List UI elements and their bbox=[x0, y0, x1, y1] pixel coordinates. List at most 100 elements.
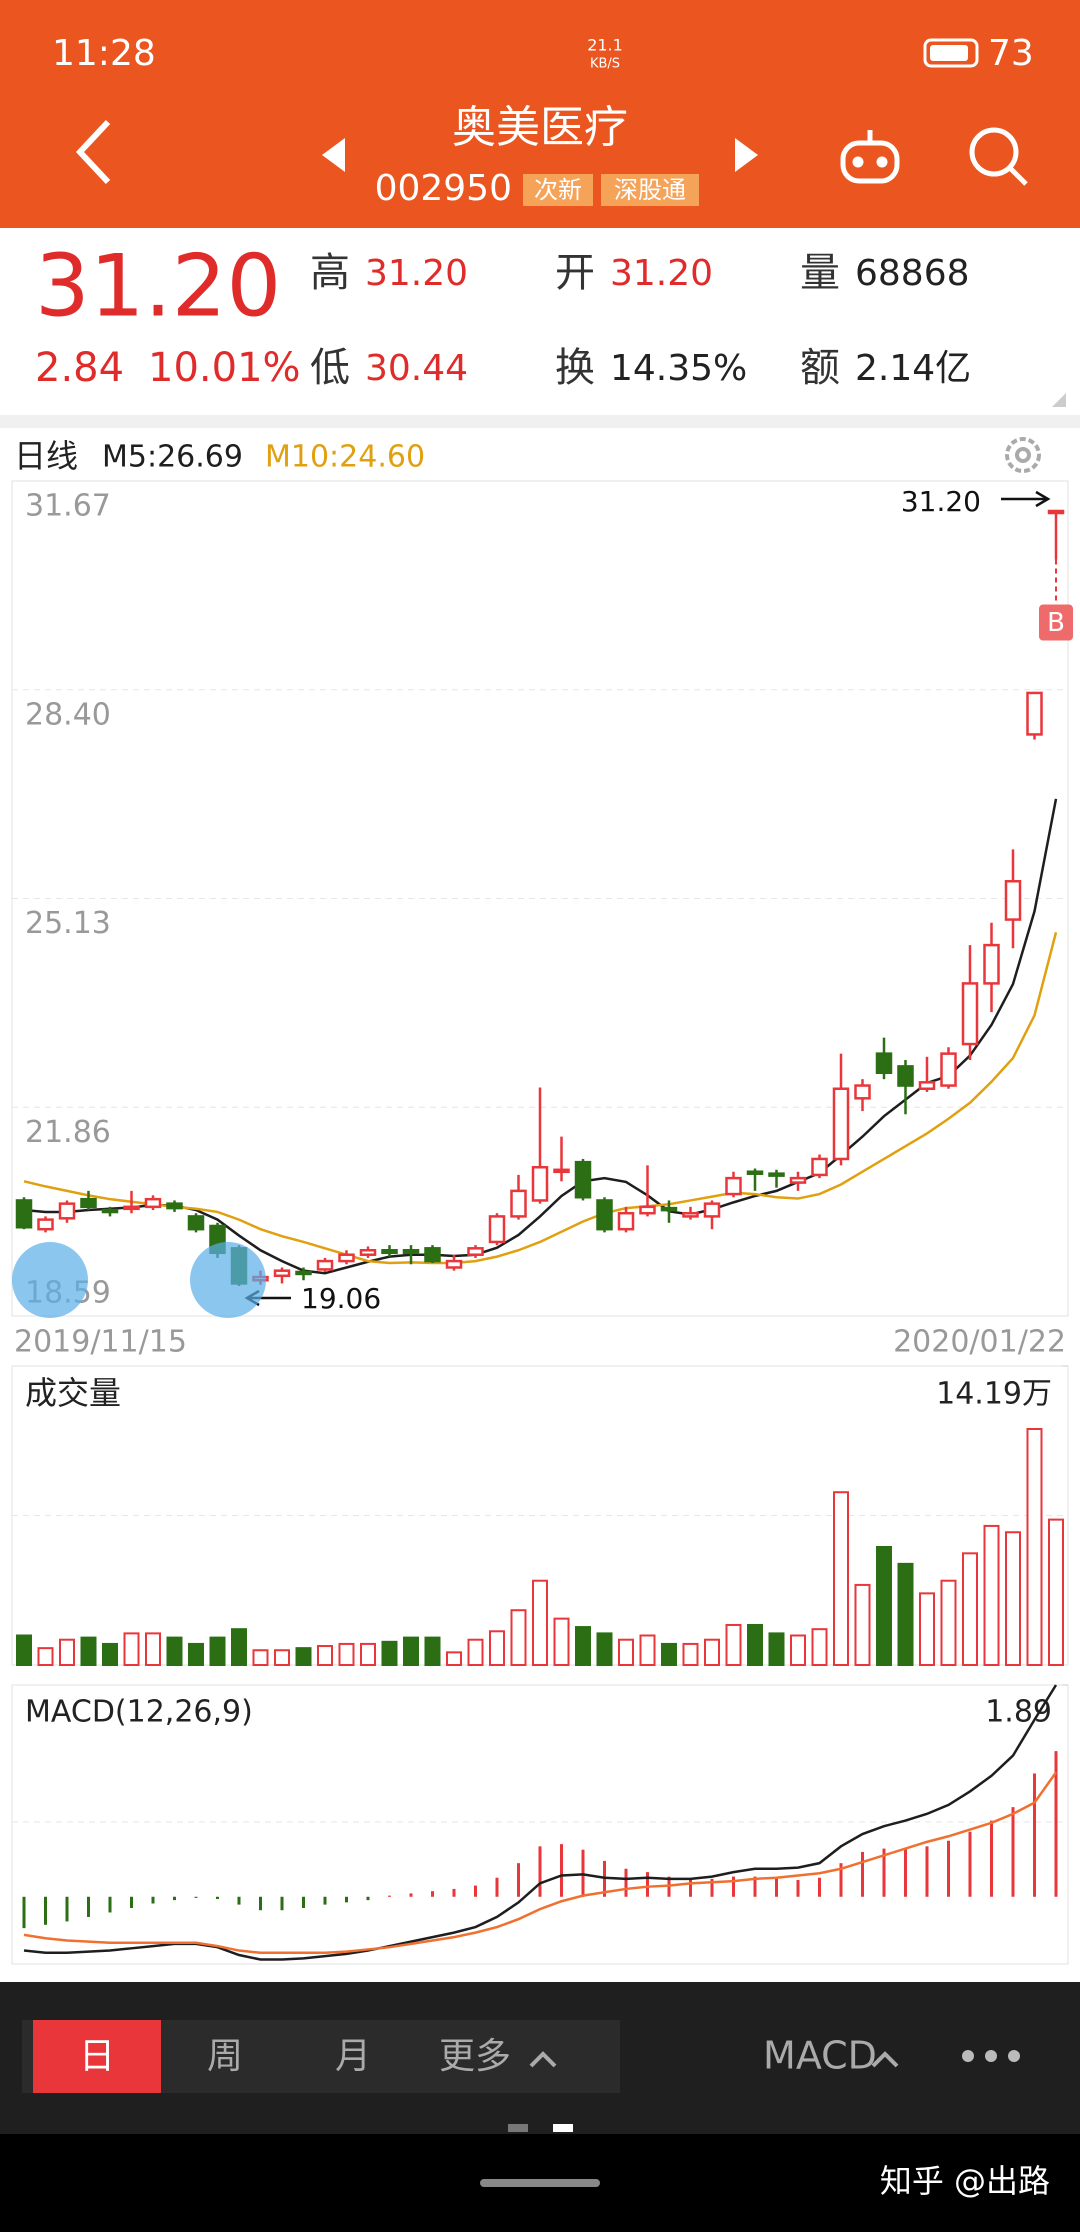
volume-bar bbox=[983, 1524, 1000, 1666]
indicator-tab[interactable]: MACD bbox=[763, 2034, 877, 2078]
volume-bar bbox=[295, 1647, 312, 1667]
volume-bar bbox=[338, 1642, 355, 1667]
volume-bar bbox=[639, 1634, 656, 1667]
macd-title: MACD(12,26,9) bbox=[25, 1695, 253, 1730]
volume-bar bbox=[360, 1642, 376, 1667]
candle-body bbox=[488, 1215, 506, 1244]
home-pill[interactable] bbox=[480, 2179, 600, 2187]
x-tick-label: 2020/01/22 bbox=[893, 1325, 1066, 1360]
y-tick-label: 21.86 bbox=[25, 1115, 111, 1150]
search-icon[interactable] bbox=[969, 127, 1028, 186]
watermark: 知乎 @出路 bbox=[880, 2162, 1050, 2200]
volume-bar bbox=[897, 1562, 914, 1667]
candle-body bbox=[940, 1052, 957, 1087]
volume-bar bbox=[188, 1642, 204, 1667]
volume-bar bbox=[510, 1609, 527, 1667]
candle-body bbox=[897, 1065, 914, 1087]
change-pct: 10.01% bbox=[148, 345, 301, 391]
volume-bar bbox=[790, 1634, 806, 1667]
stock-code: 002950 bbox=[375, 168, 512, 209]
field-label: 额 bbox=[800, 345, 840, 391]
candle-body bbox=[854, 1084, 871, 1100]
back-button[interactable] bbox=[75, 119, 111, 185]
ma-line bbox=[23, 798, 1058, 1275]
volume-bar bbox=[489, 1630, 505, 1667]
ma-line bbox=[23, 932, 1058, 1265]
prev-stock[interactable] bbox=[322, 138, 345, 172]
candle-body bbox=[660, 1206, 678, 1212]
field-label: 换 bbox=[555, 345, 595, 391]
volume-bar bbox=[747, 1623, 763, 1666]
candle-body bbox=[639, 1205, 656, 1215]
field-value: 2.14亿 bbox=[855, 348, 971, 389]
volume-bar bbox=[876, 1546, 892, 1667]
active-tab bbox=[33, 2020, 161, 2093]
volume-bar bbox=[274, 1649, 290, 1666]
volume-bar bbox=[725, 1623, 742, 1666]
candle-body bbox=[789, 1176, 807, 1184]
volume-bar bbox=[231, 1628, 247, 1666]
robot-icon[interactable] bbox=[840, 130, 900, 184]
candle-body bbox=[338, 1253, 355, 1263]
battery-level bbox=[930, 45, 968, 61]
expand-corner[interactable] bbox=[1052, 393, 1066, 407]
candle-body bbox=[983, 943, 1000, 985]
max-arrowhead bbox=[1035, 490, 1051, 508]
candle-body bbox=[58, 1202, 76, 1220]
more-caret[interactable] bbox=[529, 2051, 557, 2068]
indicator-caret[interactable] bbox=[871, 2051, 899, 2068]
candle-body bbox=[166, 1202, 183, 1210]
field-label: 量 bbox=[800, 250, 840, 296]
candle-body bbox=[531, 1166, 549, 1202]
volume-bar bbox=[833, 1491, 849, 1666]
candle-body bbox=[187, 1215, 205, 1231]
zoom-bubble[interactable] bbox=[190, 1242, 266, 1318]
field-value: 31.20 bbox=[365, 253, 468, 294]
candle-body bbox=[295, 1270, 312, 1276]
dea-line bbox=[23, 1771, 1058, 1955]
field-value: 14.35% bbox=[610, 348, 747, 389]
candle-body bbox=[682, 1211, 699, 1218]
quote-fields: 高 31.20 开 31.20 量 68868 低 30.44 换 14.35% 额 2.14亿 bbox=[310, 250, 971, 391]
battery-icon bbox=[923, 38, 979, 68]
y-tick-label: 31.67 bbox=[25, 489, 111, 524]
min-label: 19.06 bbox=[301, 1282, 381, 1315]
period-tab[interactable]: 更多 bbox=[439, 2036, 511, 2077]
signal-badge bbox=[1039, 604, 1073, 641]
kline-title: 日线 bbox=[14, 437, 78, 475]
settings-icon[interactable] bbox=[1005, 437, 1041, 473]
page-dot bbox=[508, 2124, 528, 2132]
volume-bar bbox=[553, 1617, 570, 1667]
volume-bar bbox=[123, 1632, 140, 1666]
signal-label: B bbox=[1047, 608, 1065, 638]
volume-bar bbox=[37, 1647, 54, 1667]
more-button[interactable] bbox=[962, 2050, 1020, 2062]
volume-bar bbox=[166, 1636, 183, 1666]
candle-body bbox=[381, 1248, 398, 1255]
next-stock[interactable] bbox=[735, 138, 758, 172]
last-price: 31.20 bbox=[35, 236, 281, 336]
nav-bubble[interactable] bbox=[12, 1242, 88, 1318]
volume-bar bbox=[446, 1651, 462, 1667]
candle-body bbox=[725, 1176, 742, 1196]
volume-bar bbox=[1026, 1428, 1043, 1666]
candle-body bbox=[510, 1189, 527, 1218]
status-time: 11:28 bbox=[52, 33, 156, 74]
volume-bar bbox=[575, 1626, 591, 1667]
y-tick-label: 28.40 bbox=[25, 697, 111, 732]
net-speed: 21.1 bbox=[587, 36, 623, 55]
divider bbox=[0, 415, 1080, 428]
candle-body bbox=[553, 1168, 570, 1174]
volume-bar bbox=[209, 1636, 226, 1666]
candle-body bbox=[918, 1081, 936, 1090]
candle-body bbox=[123, 1205, 140, 1211]
volume-bar bbox=[661, 1642, 677, 1667]
legend-entry: M5:26.69 bbox=[102, 440, 243, 475]
candle-body bbox=[768, 1172, 785, 1177]
candle-body bbox=[101, 1208, 119, 1214]
period-tab[interactable]: 日 bbox=[79, 2036, 115, 2077]
period-tab[interactable]: 周 bbox=[207, 2036, 243, 2077]
volume-bar bbox=[59, 1638, 75, 1667]
period-tab[interactable]: 月 bbox=[335, 2036, 371, 2077]
volume-bar bbox=[403, 1636, 419, 1666]
